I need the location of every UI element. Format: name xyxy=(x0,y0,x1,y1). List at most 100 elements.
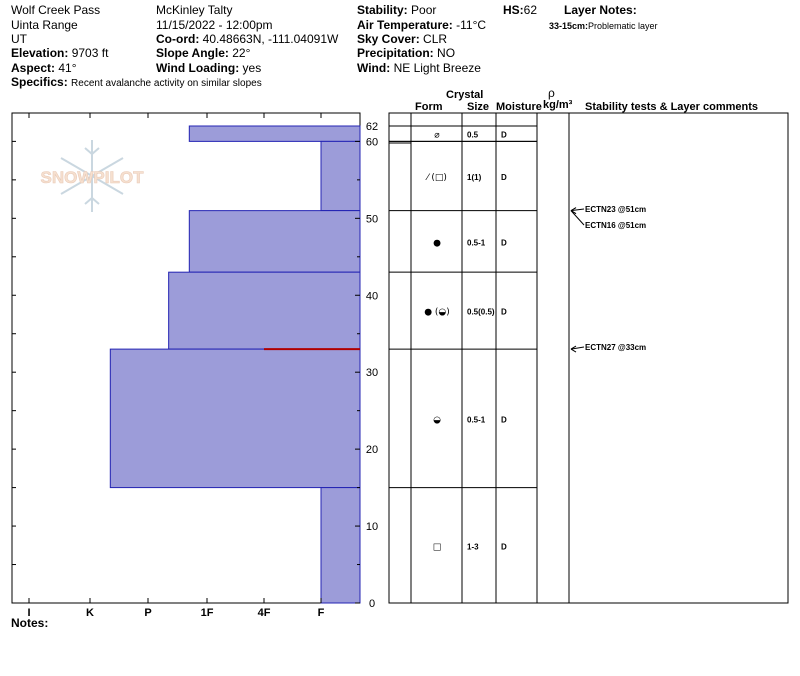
coord-row: Co-ord: 40.48663N, -111.04091W xyxy=(156,32,338,46)
stability-comments-header: Stability tests & Layer comments xyxy=(585,101,759,113)
crystal-row: □ 1-3 D xyxy=(433,542,507,552)
y-tick-label: 10 xyxy=(366,521,378,533)
faceted-crystal-icon: □ xyxy=(433,542,442,552)
observation-datetime: 11/15/2022 - 12:00pm xyxy=(156,18,273,32)
hs-value: 62 xyxy=(523,3,538,17)
range-name: Uinta Range xyxy=(11,18,78,32)
specifics-value: Recent avalanche activity on similar slo… xyxy=(71,78,262,89)
elevation-label: Elevation: xyxy=(11,46,69,60)
specifics-label: Specifics: xyxy=(11,75,68,89)
x-tick-label: F xyxy=(318,607,325,619)
stability-test-leader xyxy=(570,346,585,350)
y-tick-label: 40 xyxy=(366,290,378,302)
stability-test-label: ECTN16 @51cm xyxy=(585,221,646,230)
air-temp-row: Air Temperature: -11°C xyxy=(357,18,486,32)
notes-label: Notes: xyxy=(11,616,49,630)
x-tick-label: 4F xyxy=(258,607,271,619)
crystal-size: 0.5-1 xyxy=(467,238,486,247)
y-tick-label: 20 xyxy=(366,444,378,456)
slope-value: 22° xyxy=(232,46,251,60)
hs-tick-label: 62 xyxy=(366,121,378,133)
state-name: UT xyxy=(11,32,27,46)
elevation-row: Elevation: 9703 ft xyxy=(11,46,108,60)
hardness-plot: 0 10 20 30 40 50 60 62 I K P 1F 4F F xyxy=(11,112,378,619)
density-unit-header: kg/m³ xyxy=(543,99,573,111)
wind-loading-label: Wind Loading: xyxy=(156,61,240,75)
layer-note-range: 33-15cm: xyxy=(549,21,589,31)
crystal-size: 0.5(0.5) xyxy=(467,308,495,317)
stability-row: Stability: Poor xyxy=(357,3,436,17)
aspect-row: Aspect: 41° xyxy=(11,61,77,75)
crystal-row: ⁄ (□) 1(1) D xyxy=(425,173,507,183)
hardness-bar xyxy=(320,487,361,604)
wind-label: Wind: xyxy=(357,61,391,75)
crystal-row: ● (◒) 0.5(0.5) D xyxy=(424,308,507,318)
stability-label: Stability: xyxy=(357,3,408,17)
hardness-bar xyxy=(109,348,361,489)
stability-test-label: ECTN27 @33cm xyxy=(585,343,646,352)
size-header: Size xyxy=(467,101,490,113)
moisture-header: Moisture xyxy=(496,101,542,113)
air-temp-label: Air Temperature: xyxy=(357,18,453,32)
rounded-faceted-icon: ● (◒) xyxy=(424,308,450,318)
density-rho-header: ρ xyxy=(548,86,555,100)
hardness-bar xyxy=(188,125,361,142)
stability-test-leader xyxy=(570,208,585,212)
precip-particle-icon: ⁄ (□) xyxy=(425,173,447,183)
crystal-row: ◒ 0.5-1 D xyxy=(433,415,507,425)
layer-note-row: 33-15cm:Problematic layer xyxy=(549,19,658,33)
arrow-icon xyxy=(570,345,577,353)
moisture-value: D xyxy=(501,131,507,140)
arrow-icon xyxy=(570,207,577,215)
wind-value: NE Light Breeze xyxy=(393,61,481,75)
hardness-bar xyxy=(320,140,361,212)
x-tick-label: K xyxy=(86,607,94,619)
sky-value: CLR xyxy=(423,32,448,46)
moisture-value: D xyxy=(501,238,507,247)
rounded-grain-icon: ● xyxy=(433,238,441,248)
stability-tests: ECTN23 @51cm ECTN16 @51cm ECTN27 @33cm xyxy=(570,205,646,353)
hardness-bar xyxy=(188,210,361,273)
crystal-size: 0.5-1 xyxy=(467,415,486,424)
crystal-row: ● 0.5-1 D xyxy=(433,238,507,248)
rounding-faceted-icon: ◒ xyxy=(433,415,441,425)
y-tick-label: 0 xyxy=(369,598,375,610)
aspect-value: 41° xyxy=(58,61,77,75)
layer-notes-label: Layer Notes: xyxy=(564,3,637,17)
decomposing-icon: ⌀ xyxy=(434,131,440,141)
hs-row: HS:62 xyxy=(503,3,537,17)
crystal-header: Crystal xyxy=(446,89,484,101)
x-tick-label: 1F xyxy=(201,607,214,619)
precip-label: Precipitation: xyxy=(357,46,434,60)
logo-text: SNOWPILOT xyxy=(41,168,145,187)
y-tick-label: 60 xyxy=(366,136,378,148)
stability-test-leader xyxy=(570,210,585,226)
aspect-label: Aspect: xyxy=(11,61,56,75)
sky-label: Sky Cover: xyxy=(357,32,420,46)
observer-name: McKinley Talty xyxy=(156,3,233,17)
moisture-value: D xyxy=(501,308,507,317)
stability-value: Poor xyxy=(411,3,437,17)
slope-label: Slope Angle: xyxy=(156,46,229,60)
coord-label: Co-ord: xyxy=(156,32,200,46)
crystal-row: ⌀ 0.5 D xyxy=(434,131,507,141)
air-temp-value: -11°C xyxy=(456,18,487,32)
crystal-size: 1-3 xyxy=(467,542,479,551)
elevation-value: 9703 ft xyxy=(71,46,109,60)
precip-row: Precipitation: NO xyxy=(357,46,455,60)
snowpilot-logo: SNOWPILOT xyxy=(40,140,145,212)
wind-loading-value: yes xyxy=(242,61,262,75)
location-name: Wolf Creek Pass xyxy=(11,3,101,17)
wind-loading-row: Wind Loading: yes xyxy=(156,61,261,75)
hs-label: HS: xyxy=(503,3,524,17)
moisture-value: D xyxy=(501,415,507,424)
slope-row: Slope Angle: 22° xyxy=(156,46,250,60)
table-frame xyxy=(388,112,789,604)
x-tick-label: P xyxy=(144,607,151,619)
y-tick-label: 30 xyxy=(366,367,378,379)
form-header: Form xyxy=(415,101,443,113)
sky-row: Sky Cover: CLR xyxy=(357,32,447,46)
layer-note-text: Problematic layer xyxy=(588,21,658,31)
hardness-bar xyxy=(168,271,361,350)
